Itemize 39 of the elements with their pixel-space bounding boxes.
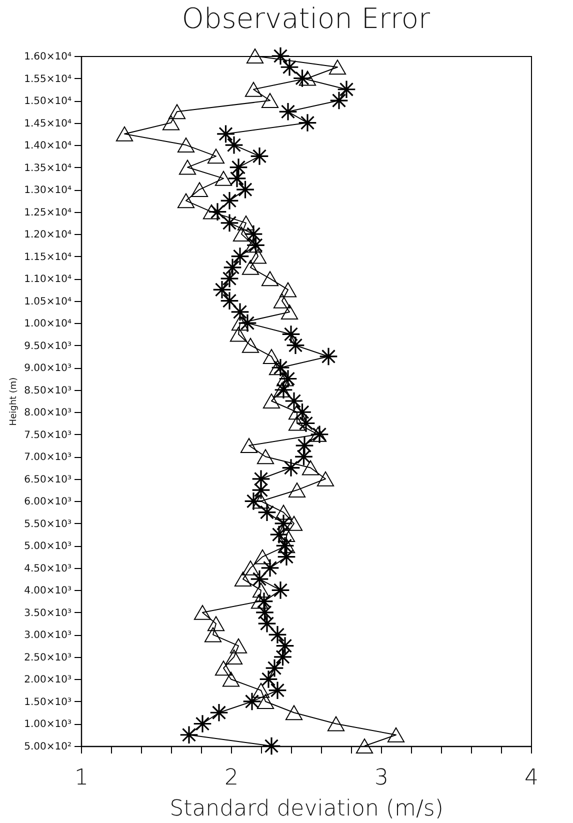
y-tick-label: 1.30×10⁴ (24, 185, 72, 196)
y-tick-label: 4.50×10³ (24, 563, 72, 574)
y-tick-label: 6.00×10³ (24, 496, 72, 508)
y-tick-label: 8.00×10³ (24, 408, 72, 419)
y-tick-label: 1.50×10⁴ (24, 96, 72, 108)
y-tick-label: 1.05×10⁴ (24, 296, 72, 308)
y-tick-label: 3.00×10³ (24, 630, 72, 642)
y-tick-label: 1.35×10⁴ (24, 162, 72, 174)
y-tick-label: 2.50×10³ (24, 652, 72, 664)
y-tick-label: 1.60×10⁴ (24, 52, 72, 62)
y-tick-label: 1.50×10³ (24, 696, 72, 708)
y-tick-label: 5.00×10³ (24, 541, 72, 552)
y-tick-label: 1.25×10⁴ (24, 207, 72, 218)
y-tick-label: 4.00×10³ (24, 586, 72, 597)
chart-title: Observation Error (182, 2, 431, 36)
y-tick-label: 1.55×10⁴ (24, 74, 72, 85)
y-tick-label: 1.20×10⁴ (24, 230, 72, 241)
y-tick-label: 7.50×10³ (24, 430, 72, 441)
x-tick-label: 4 (524, 766, 538, 790)
y-tick-label: 8.50×10³ (24, 385, 72, 396)
x-tick-label: 1 (74, 766, 88, 790)
y-tick-label: 1.00×10³ (24, 719, 72, 730)
y-tick-label: 1.45×10⁴ (24, 118, 72, 130)
y-tick-label: 2.00×10³ (24, 674, 72, 686)
y-tick-label: 5.50×10³ (24, 518, 72, 530)
y-tick-label: 6.50×10³ (24, 474, 72, 486)
y-tick-label: 1.40×10⁴ (24, 140, 72, 152)
y-tick-label: 9.00×10³ (24, 363, 72, 374)
y-tick-label: 7.00×10³ (24, 452, 72, 464)
y-tick-label: 9.50×10³ (24, 340, 72, 352)
x-tick-label: 2 (224, 766, 238, 790)
y-axis-title: Height (m) (9, 377, 20, 426)
y-tick-label: 1.10×10⁴ (24, 274, 72, 286)
x-tick-label: 3 (374, 766, 388, 790)
y-tick-label: 1.15×10⁴ (24, 252, 72, 263)
y-tick-label: 5.00×10² (24, 742, 72, 752)
x-axis-title: Standard deviation (m/s) (170, 796, 444, 822)
y-tick-label: 3.50×10³ (24, 608, 72, 619)
y-tick-label: 1.00×10⁴ (24, 318, 72, 330)
